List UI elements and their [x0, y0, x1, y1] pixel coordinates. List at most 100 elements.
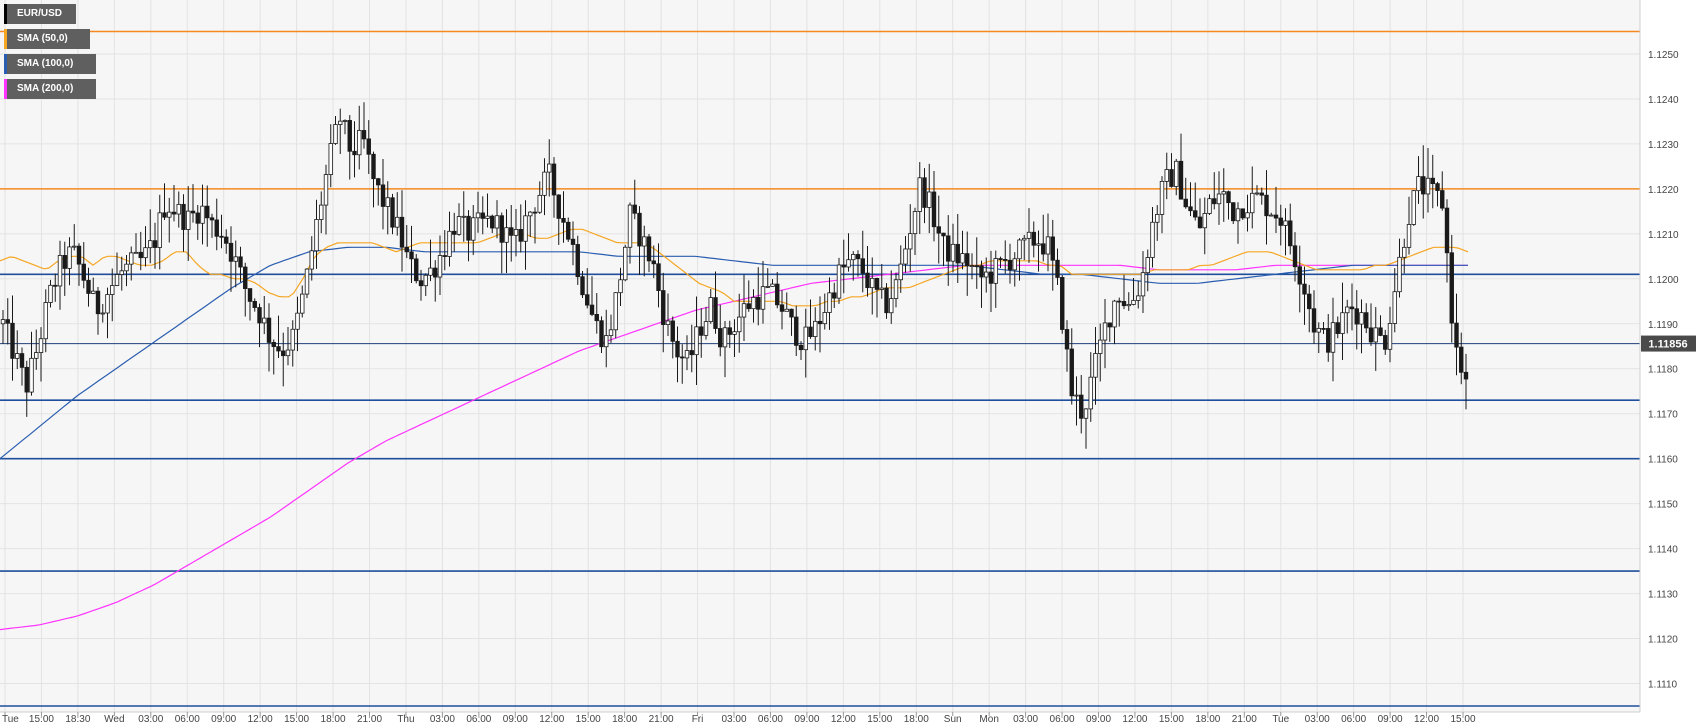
candle — [1459, 332, 1464, 385]
candle — [803, 308, 808, 378]
legend-item-sma100[interactable]: SMA (100,0) — [4, 54, 96, 74]
candle-body — [43, 302, 48, 340]
candle — [57, 240, 63, 310]
candle-body — [1026, 231, 1032, 239]
candle-body — [0, 319, 6, 325]
candle — [186, 186, 191, 261]
legend-item-sma50[interactable]: SMA (50,0) — [4, 29, 90, 49]
candle — [323, 164, 329, 235]
candle-body — [1444, 207, 1450, 254]
candle — [1012, 252, 1017, 287]
candle-body — [323, 174, 329, 206]
candle — [1383, 329, 1388, 355]
candle — [319, 191, 324, 234]
candle-body — [1311, 308, 1317, 333]
y-axis: 1.1250 1.1240 1.1230 1.1220 1.1210 1.1200 1.11… — [1648, 50, 1679, 691]
x-tick-label: 15:00 — [1450, 714, 1475, 725]
candle-body — [927, 191, 932, 208]
candle-body — [1164, 169, 1169, 182]
candle — [879, 264, 884, 299]
candle — [224, 229, 229, 254]
candle — [1440, 171, 1445, 211]
candle — [1055, 248, 1060, 285]
candle-body — [1378, 327, 1383, 336]
x-tick-label: Tue — [2, 714, 19, 725]
candle — [1216, 171, 1222, 225]
candle — [1045, 213, 1051, 272]
candle-body — [129, 252, 134, 265]
candle-body — [1235, 208, 1241, 222]
candle — [955, 213, 960, 283]
legend-item-sma200[interactable]: SMA (200,0) — [4, 79, 96, 99]
legend-item-eurusd[interactable]: EUR/USD — [4, 4, 76, 24]
candle-body — [627, 204, 633, 248]
candle-body — [1359, 312, 1364, 325]
candle — [0, 309, 6, 344]
candle — [24, 360, 29, 417]
candle — [247, 288, 253, 321]
candle-body — [1121, 301, 1127, 307]
candle-body — [965, 253, 970, 267]
candle-body — [1273, 214, 1279, 219]
candle-body — [304, 268, 310, 295]
candle-body — [979, 265, 984, 278]
candle — [262, 295, 267, 335]
candle-body — [523, 215, 528, 242]
candle — [1036, 230, 1041, 272]
candle — [979, 260, 984, 308]
candle — [309, 236, 314, 281]
candle-body — [675, 340, 680, 358]
candle — [148, 209, 153, 264]
last-price-tag-text: 1.11856 — [1648, 339, 1687, 351]
candle-body — [1136, 295, 1141, 301]
candle — [855, 250, 861, 277]
candle-body — [898, 263, 903, 281]
candle — [931, 170, 937, 242]
candle — [917, 162, 922, 234]
candle-body — [955, 243, 960, 264]
candle-body — [376, 178, 381, 186]
candle-body — [775, 283, 780, 306]
candle-body — [38, 338, 44, 353]
candle-body — [257, 307, 262, 324]
candle — [385, 181, 390, 235]
candle-body — [1425, 177, 1431, 195]
candle-body — [1283, 220, 1288, 226]
candle-body — [1250, 192, 1255, 214]
candle-body — [1159, 180, 1165, 215]
candle-body — [1406, 224, 1412, 248]
candle — [1117, 297, 1122, 327]
candle — [1050, 219, 1055, 291]
candle-body — [570, 238, 576, 245]
candle — [1297, 245, 1302, 313]
candle — [594, 293, 599, 334]
candle — [1421, 145, 1426, 219]
candle-body — [67, 246, 72, 269]
candle-body — [490, 215, 495, 229]
candle — [689, 324, 694, 373]
candle — [304, 268, 310, 299]
candle-body — [224, 236, 229, 244]
candle — [675, 326, 680, 383]
candle — [1098, 323, 1103, 382]
candle — [290, 320, 295, 367]
candle-body — [399, 216, 405, 248]
candle — [119, 256, 124, 291]
candle — [1202, 197, 1207, 255]
candle — [404, 225, 409, 259]
candle — [295, 296, 300, 352]
candle-body — [860, 258, 865, 274]
candle — [950, 223, 956, 273]
candle-body — [599, 320, 604, 348]
candle-body — [589, 304, 595, 315]
candle-body — [300, 293, 305, 314]
x-tick-label: Tue — [1272, 714, 1289, 725]
candle-body — [124, 263, 129, 272]
candle — [608, 314, 614, 343]
candle — [1425, 148, 1431, 213]
candle — [171, 185, 177, 222]
candle-body — [1069, 348, 1074, 397]
candle-body — [1364, 312, 1369, 329]
candle — [770, 279, 775, 287]
